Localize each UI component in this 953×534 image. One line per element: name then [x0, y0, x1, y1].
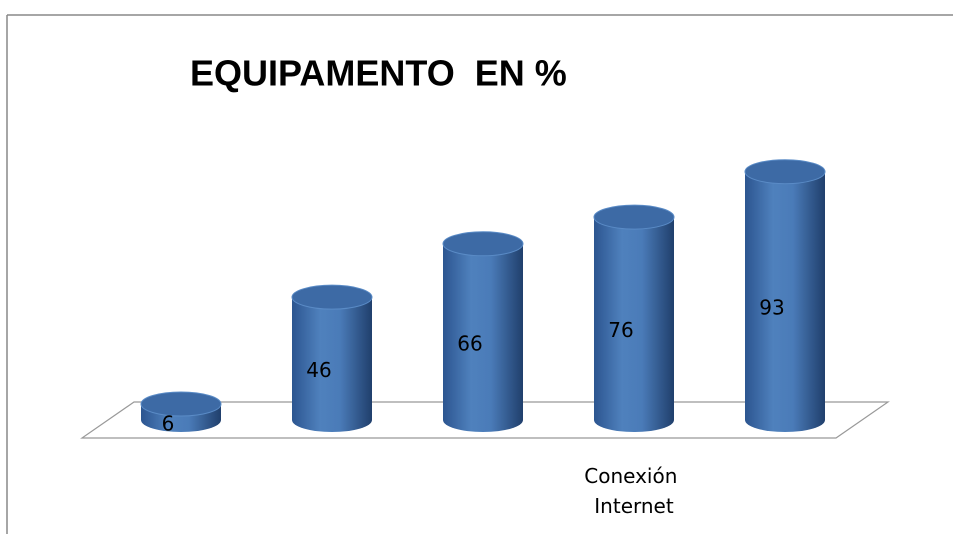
value-label: 76 — [608, 318, 633, 342]
cylinder-top — [593, 204, 675, 230]
cylinder-top — [744, 159, 826, 185]
value-label: 46 — [306, 358, 331, 382]
cylinder-body — [443, 243, 523, 432]
cylinder-body — [594, 217, 674, 432]
cylinder — [442, 231, 524, 432]
value-label: 6 — [162, 411, 175, 435]
cylinder — [744, 159, 826, 432]
chart-title: EQUIPAMENTO EN % — [190, 53, 567, 94]
x-tick-label: Conexión Internet — [584, 464, 684, 518]
cylinder-top — [140, 391, 222, 417]
cylinder — [291, 284, 373, 432]
value-label: 66 — [457, 331, 482, 355]
value-label: 93 — [759, 295, 784, 319]
cylinder — [593, 204, 675, 432]
cylinder — [140, 391, 222, 432]
cylinder-top — [291, 284, 373, 310]
cylinder-body — [745, 171, 825, 432]
cylinder-body — [292, 297, 372, 432]
cylinder-top — [442, 231, 524, 257]
